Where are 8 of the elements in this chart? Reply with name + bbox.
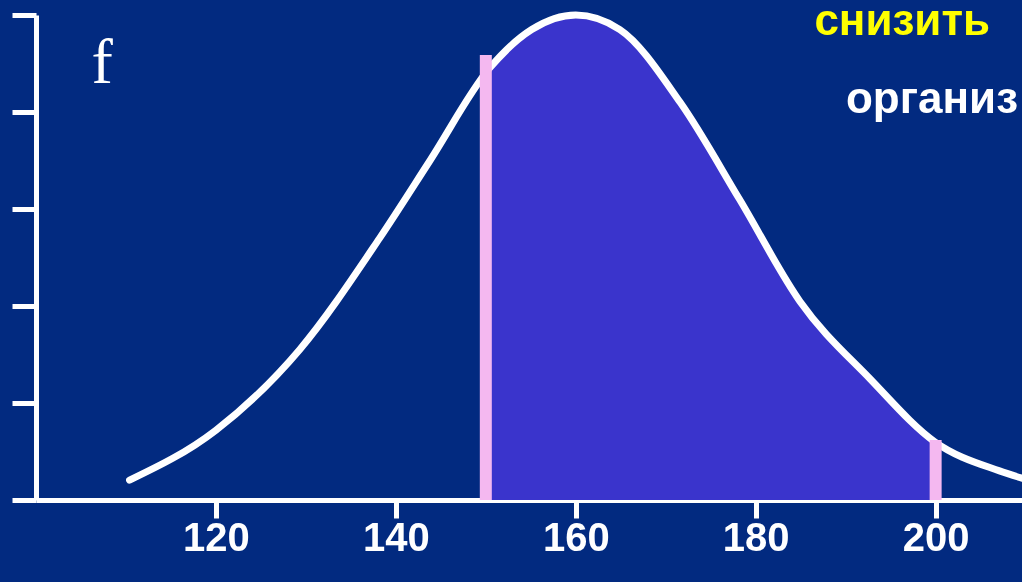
annotation: снизить <box>814 0 990 44</box>
x-tick-label: 140 <box>362 514 430 559</box>
x-tick-label: 180 <box>722 514 790 559</box>
x-tick-label: 120 <box>183 514 250 559</box>
x-tick-label: 200 <box>902 514 970 559</box>
x-tick-label: 160 <box>542 514 610 559</box>
annotation: организ <box>845 73 1018 122</box>
y-axis-title: f <box>91 25 114 97</box>
